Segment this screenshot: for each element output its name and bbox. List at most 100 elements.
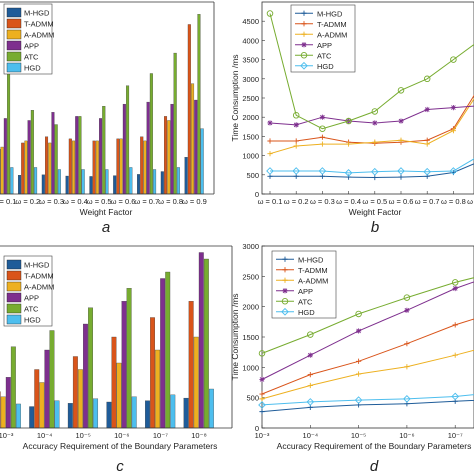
a-legend-swatch-a-admm xyxy=(6,29,22,40)
c-bar-hgd-5 xyxy=(208,388,214,429)
d-point-hgd-4 xyxy=(451,392,460,401)
d-legend-label-atc: ATC xyxy=(298,297,313,306)
a-bar-m-hgd-2 xyxy=(41,174,45,195)
a-bar-t-admm-6 xyxy=(140,136,144,195)
c-bar-a-admm-5 xyxy=(193,336,199,429)
a-legend-swatch-atc xyxy=(6,51,22,62)
d-legend-label-a-admm: A-ADMM xyxy=(298,276,328,285)
b-point-t-admm-0 xyxy=(267,138,273,144)
a-legend-label-atc: ATC xyxy=(24,53,39,62)
c-bar-m-hgd-3 xyxy=(106,401,112,429)
a-bar-atc-7 xyxy=(173,52,177,195)
a-bar-app-7 xyxy=(170,103,174,195)
c-bar-app-5 xyxy=(198,252,204,429)
b-x-tick-label: ω = 0.3 xyxy=(310,197,335,206)
d-series-line-t-admm xyxy=(261,318,474,395)
c-legend-label-a-admm: A-ADMM xyxy=(24,283,54,292)
panel-b-weight-factor-line-chart: 0 500 1000 1500 2000 2500 3000 3500 4000 4500 ω = … xyxy=(230,1,474,217)
a-bar-t-admm-1 xyxy=(21,142,25,195)
b-point-app-2 xyxy=(319,114,325,120)
d-point-hgd-3 xyxy=(403,395,411,403)
b-legend-marker-t-admm xyxy=(301,21,307,27)
b-point-hgd-0 xyxy=(266,167,274,175)
c-bar-t-admm-5 xyxy=(188,301,194,429)
b-point-atc-1 xyxy=(292,112,300,119)
d-y-tick-label: 1500 xyxy=(242,333,259,342)
d-point-a-admm-0 xyxy=(259,396,265,402)
c-legend-swatch-m-hgd xyxy=(6,259,22,270)
b-point-m-hgd-3 xyxy=(346,174,352,180)
b-y-axis-label: Time Consumption /ms xyxy=(230,54,240,141)
b-point-a-admm-2 xyxy=(319,141,325,147)
b-legend-box xyxy=(290,4,356,73)
b-legend-label-t-admm: T-ADMM xyxy=(317,20,347,29)
a-bar-atc-1 xyxy=(30,110,34,195)
a-bar-atc-5 xyxy=(126,85,130,195)
a-legend-label-hgd: HGD xyxy=(24,64,41,73)
c-legend-label-app: APP xyxy=(24,294,39,303)
a-bar-a-admm-7 xyxy=(167,120,171,195)
d-y-tick-label: 3000 xyxy=(242,242,259,251)
b-point-atc-2 xyxy=(319,125,326,132)
d-legend-marker-t-admm xyxy=(282,267,288,273)
c-bar-t-admm-3 xyxy=(111,336,117,429)
c-bar-atc-0 xyxy=(10,346,16,429)
c-bar-app-1 xyxy=(44,349,50,429)
b-x-tick-label: ω = 0.5 xyxy=(362,197,387,206)
b-y-tick-label: 2000 xyxy=(242,113,259,122)
a-bar-atc-4 xyxy=(102,106,106,195)
b-legend-marker-hgd xyxy=(300,61,308,70)
a-legend-swatch-app xyxy=(6,40,22,51)
a-bar-hgd-4 xyxy=(105,169,109,195)
c-bar-m-hgd-1 xyxy=(29,406,35,429)
d-point-a-admm-3 xyxy=(404,364,410,370)
d-point-atc-1 xyxy=(307,331,314,338)
d-point-app-4 xyxy=(452,285,458,292)
c-legend-swatch-a-admm xyxy=(6,281,22,292)
d-x-tick-label: 10⁻³ xyxy=(255,431,270,440)
b-legend-marker-app xyxy=(301,42,307,48)
c-x-tick-label: 10⁻⁷ xyxy=(153,431,168,440)
b-point-app-5 xyxy=(398,118,404,124)
a-bar-hgd-5 xyxy=(129,167,133,195)
b-y-tick-label: 0 xyxy=(255,190,259,199)
a-bar-m-hgd-8 xyxy=(184,157,188,195)
c-bar-a-admm-2 xyxy=(77,369,83,429)
a-legend-label-t-admm: T-ADMM xyxy=(24,20,54,29)
b-point-atc-0 xyxy=(266,10,274,17)
d-x-axis-label: Accuracy Requirement of the Boundary Par… xyxy=(277,441,472,451)
a-bar-app-4 xyxy=(99,118,103,195)
a-legend-swatch-t-admm xyxy=(6,18,22,29)
d-y-tick-label: 500 xyxy=(246,394,259,403)
c-legend-label-hgd: HGD xyxy=(24,316,41,325)
c-x-tick-label: 10⁻³ xyxy=(0,431,14,440)
c-bar-t-admm-4 xyxy=(150,317,155,429)
c-bar-atc-1 xyxy=(49,330,55,429)
b-legend-marker-m-hgd xyxy=(301,10,307,16)
b-x-tick-label: ω = 0.7 xyxy=(415,197,440,206)
d-point-t-admm-0 xyxy=(259,391,265,397)
c-bar-hgd-2 xyxy=(93,398,99,429)
c-bar-atc-5 xyxy=(203,258,209,429)
d-series-line-atc xyxy=(261,277,474,354)
a-legend-label-m-hgd: M-HGD xyxy=(24,9,50,18)
a-bar-m-hgd-6 xyxy=(137,174,141,195)
panel-d-accuracy-line-chart: 0 500 1000 1500 2000 2500 3000 10⁻³ 10⁻⁴ 10⁻⁵ 10⁻⁶… xyxy=(230,242,474,451)
a-x-tick-label: ω = 0.5 xyxy=(87,197,112,206)
b-x-tick-label: ω = 0.1 xyxy=(258,197,283,206)
c-x-tick-label: 10⁻⁴ xyxy=(37,431,53,440)
a-bar-t-admm-4 xyxy=(92,140,96,195)
b-point-a-admm-4 xyxy=(372,139,378,145)
c-bar-a-admm-1 xyxy=(39,382,45,429)
b-legend-label-atc: ATC xyxy=(317,51,332,60)
b-point-a-admm-0 xyxy=(267,151,273,157)
a-bar-app-0 xyxy=(3,118,7,195)
b-legend-label-app: APP xyxy=(317,41,332,50)
b-point-a-admm-6 xyxy=(424,141,430,147)
b-point-hgd-6 xyxy=(423,167,432,176)
b-y-tick-label: 1500 xyxy=(242,132,259,141)
d-point-a-admm-2 xyxy=(356,371,362,377)
b-series-line-hgd xyxy=(270,158,474,174)
d-x-tick-label: 10⁻⁶ xyxy=(399,431,414,440)
c-legend-swatch-t-admm xyxy=(6,270,22,281)
